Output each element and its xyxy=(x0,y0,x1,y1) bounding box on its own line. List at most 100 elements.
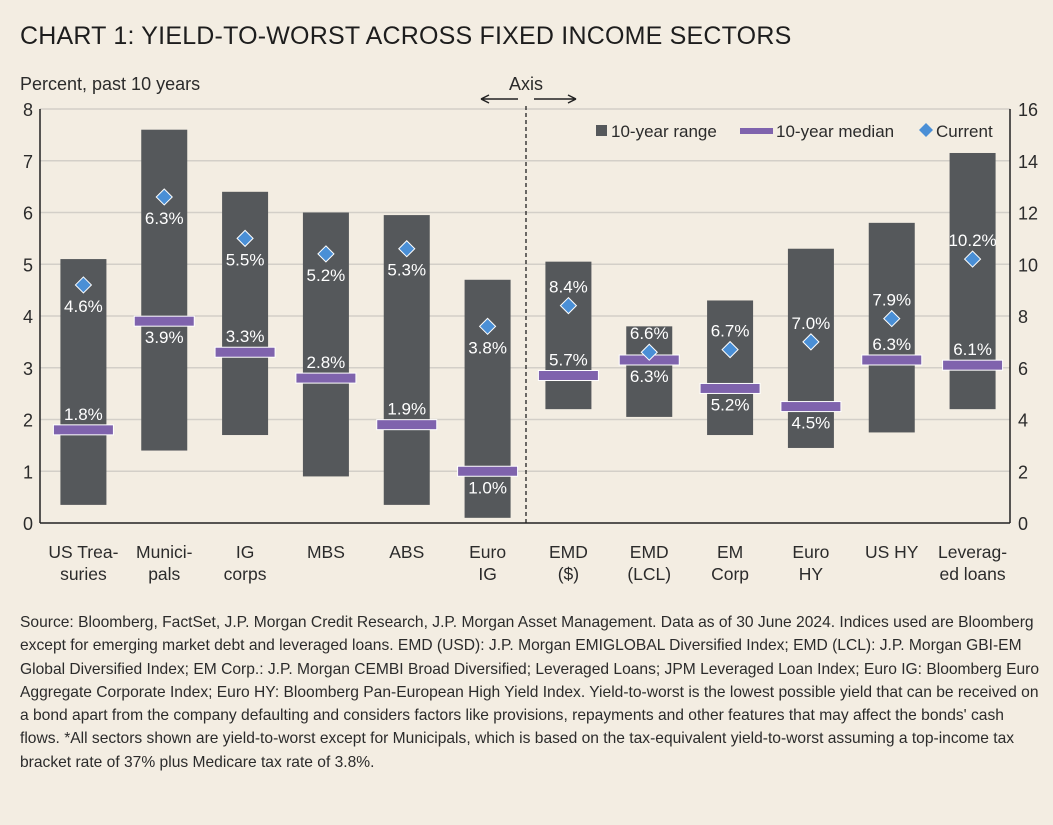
current-marker xyxy=(559,296,578,315)
median-data-label: 3.9% xyxy=(145,328,184,347)
right-tick-label: 2 xyxy=(1018,462,1028,482)
category-label: HY xyxy=(799,564,824,584)
range-bar xyxy=(707,300,754,436)
left-tick-label: 5 xyxy=(23,255,33,275)
current-marker xyxy=(236,229,254,248)
arrow-right-icon xyxy=(534,94,577,104)
current-marker xyxy=(883,309,901,328)
category-label: suries xyxy=(60,564,107,584)
current-data-label: 7.9% xyxy=(872,291,911,310)
range-bar xyxy=(383,215,430,505)
left-tick-label: 2 xyxy=(23,411,33,431)
current-marker xyxy=(155,188,173,206)
category-label: Corp xyxy=(711,564,749,584)
range-bar xyxy=(141,129,188,451)
category-label: pals xyxy=(148,564,180,584)
category-label: IG xyxy=(236,542,254,562)
median-marker xyxy=(942,359,1004,371)
current-marker xyxy=(398,240,416,258)
legend-range-label: 10-year range xyxy=(611,122,717,141)
median-data-label: 1.8% xyxy=(64,405,103,424)
median-data-label: 6.3% xyxy=(872,335,911,354)
category-label: Euro xyxy=(792,542,829,562)
category-label: EMD xyxy=(630,542,669,562)
right-tick-label: 14 xyxy=(1018,152,1038,172)
category-label: Munici- xyxy=(136,542,193,562)
current-data-label: 5.5% xyxy=(226,250,265,269)
median-marker xyxy=(457,465,519,477)
legend-current-swatch xyxy=(919,123,933,137)
range-bar xyxy=(949,152,996,410)
range-bar xyxy=(545,261,592,410)
median-marker xyxy=(133,315,195,327)
range-bar xyxy=(60,259,107,505)
current-data-label: 5.2% xyxy=(307,266,346,285)
left-tick-label: 0 xyxy=(23,514,33,534)
current-marker xyxy=(74,276,93,294)
current-marker xyxy=(963,250,982,268)
median-data-label: 6.1% xyxy=(953,340,992,359)
category-label: EM xyxy=(717,542,743,562)
right-tick-label: 16 xyxy=(1018,100,1038,120)
category-label: Euro xyxy=(469,542,506,562)
median-data-label: 5.2% xyxy=(711,395,750,414)
category-label: EMD xyxy=(549,542,588,562)
left-tick-label: 3 xyxy=(23,359,33,379)
legend-range-swatch xyxy=(596,125,607,136)
current-marker xyxy=(317,245,335,263)
median-marker xyxy=(214,346,276,358)
median-data-label: 6.3% xyxy=(630,367,669,386)
median-marker xyxy=(295,372,357,384)
left-tick-label: 1 xyxy=(23,462,33,482)
median-data-label: 2.8% xyxy=(307,353,346,372)
axis-note: Axis xyxy=(509,74,543,94)
source-note: Source: Bloomberg, FactSet, J.P. Morgan … xyxy=(20,614,1040,771)
median-data-label: 3.3% xyxy=(226,327,265,346)
category-label: corps xyxy=(224,564,267,584)
right-tick-label: 10 xyxy=(1018,255,1038,275)
range-bar xyxy=(626,326,673,417)
category-label: IG xyxy=(478,564,496,584)
median-marker xyxy=(52,424,114,436)
median-marker xyxy=(376,419,438,431)
current-marker xyxy=(478,317,497,336)
median-marker xyxy=(537,370,599,382)
current-data-label: 7.0% xyxy=(792,314,831,333)
left-tick-label: 8 xyxy=(23,100,33,120)
median-data-label: 1.9% xyxy=(387,400,426,419)
right-tick-label: 0 xyxy=(1018,514,1028,534)
current-marker xyxy=(721,340,739,359)
category-label: US HY xyxy=(865,542,919,562)
current-marker xyxy=(640,343,658,361)
category-label: ed loans xyxy=(939,564,1005,584)
current-data-label: 3.8% xyxy=(468,338,507,357)
arrow-left-icon xyxy=(480,94,518,104)
left-tick-label: 4 xyxy=(23,307,33,327)
current-data-label: 6.7% xyxy=(711,322,750,341)
median-data-label: 1.0% xyxy=(468,478,507,497)
category-label: ABS xyxy=(389,542,424,562)
chart-title: CHART 1: YIELD-TO-WORST ACROSS FIXED INC… xyxy=(20,22,792,50)
category-label: ($) xyxy=(558,564,579,584)
median-marker xyxy=(861,354,923,366)
current-data-label: 10.2% xyxy=(948,231,996,250)
right-tick-label: 8 xyxy=(1018,307,1028,327)
median-marker xyxy=(780,401,842,413)
current-data-label: 6.6% xyxy=(630,324,669,343)
median-marker xyxy=(699,382,761,394)
current-marker xyxy=(802,333,820,351)
median-data-label: 5.7% xyxy=(549,351,588,370)
range-bar xyxy=(868,222,915,433)
category-label: MBS xyxy=(307,542,345,562)
right-tick-label: 6 xyxy=(1018,359,1028,379)
subtitle: Percent, past 10 years xyxy=(20,74,200,94)
legend-current-label: Current xyxy=(936,122,993,141)
current-data-label: 4.6% xyxy=(64,297,103,316)
legend-median-swatch xyxy=(740,128,773,134)
range-bar xyxy=(222,191,269,436)
current-data-label: 8.4% xyxy=(549,278,588,297)
current-data-label: 5.3% xyxy=(387,261,426,280)
category-label: (LCL) xyxy=(627,564,671,584)
